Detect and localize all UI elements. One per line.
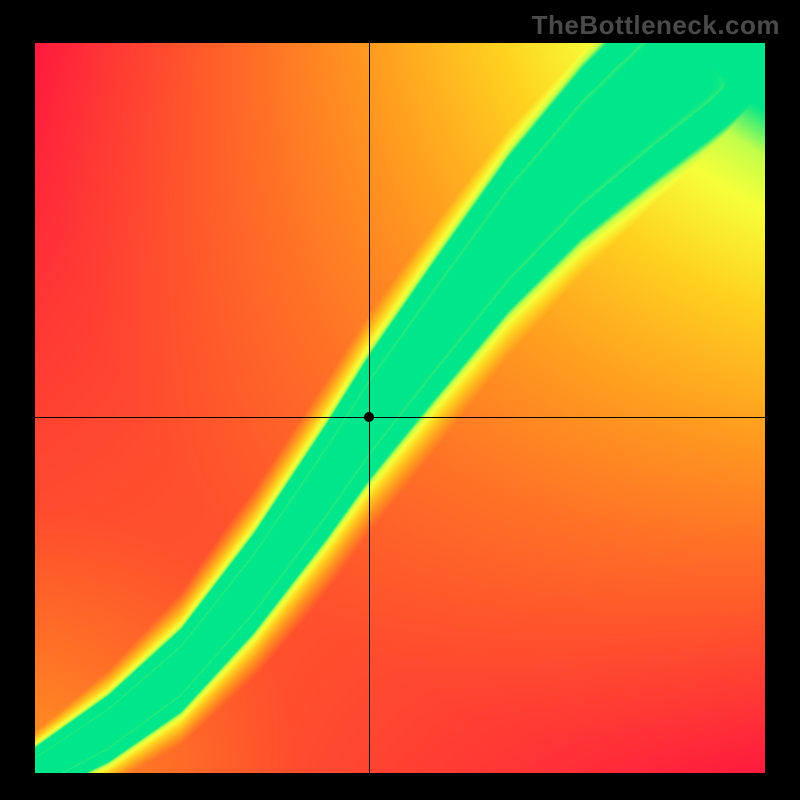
heatmap-plot [35, 43, 765, 773]
crosshair-marker [364, 412, 374, 422]
heatmap-canvas [35, 43, 765, 773]
crosshair-horizontal [35, 417, 765, 418]
crosshair-vertical [369, 43, 370, 773]
watermark-text: TheBottleneck.com [532, 10, 780, 41]
